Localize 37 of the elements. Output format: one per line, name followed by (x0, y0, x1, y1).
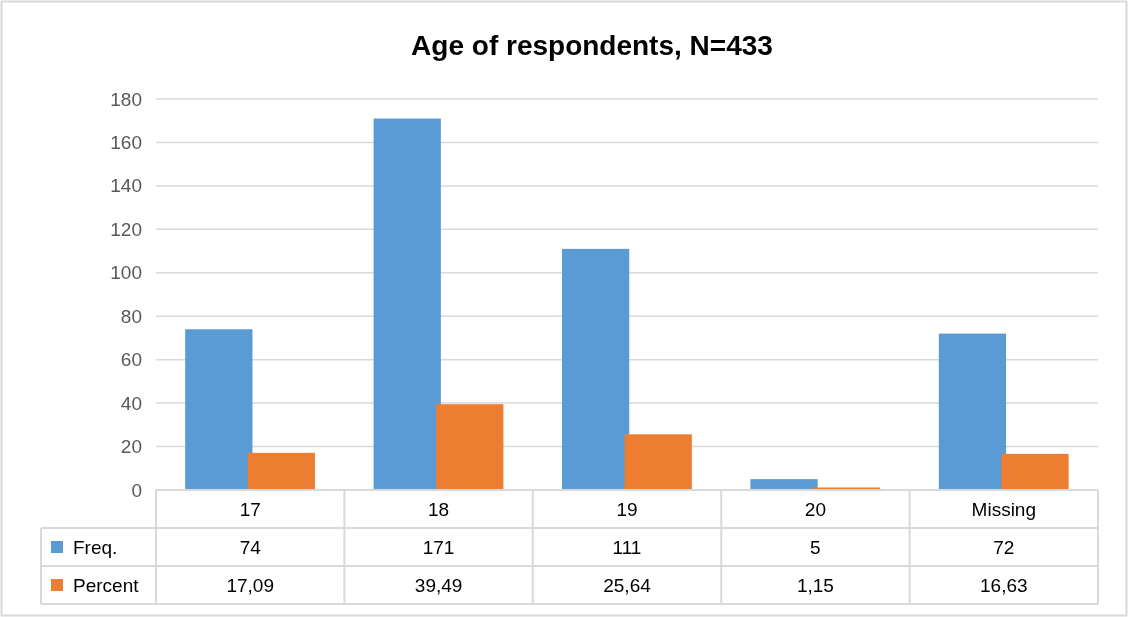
data-label: 39,49 (414, 575, 463, 596)
bar (624, 434, 692, 490)
data-label: 74 (239, 537, 262, 558)
chart-title: Age of respondents, N=433 (411, 30, 773, 61)
bar (436, 404, 504, 490)
bar (185, 329, 253, 490)
data-label: 111 (612, 537, 642, 558)
bar (1001, 453, 1069, 490)
bar (247, 452, 316, 490)
bar (750, 479, 818, 490)
x-tick-label: 20 (804, 499, 826, 520)
y-tick-label: 140 (110, 175, 142, 197)
y-tick-label: 20 (120, 436, 142, 458)
y-tick-label: 0 (131, 479, 142, 501)
x-tick-label: 18 (428, 499, 450, 520)
y-tick-label: 160 (110, 132, 142, 154)
data-label: 171 (422, 537, 455, 558)
data-label: 17,09 (226, 575, 274, 596)
y-tick-label: 60 (120, 349, 142, 371)
bar (562, 248, 630, 490)
data-label: 1,15 (796, 575, 834, 596)
y-tick-label: 100 (110, 262, 142, 284)
x-tick-label: 17 (239, 499, 261, 520)
data-label: 16,63 (980, 575, 1028, 596)
legend-label: Percent (73, 575, 140, 596)
y-tick-label: 40 (120, 392, 142, 414)
bar (373, 118, 441, 490)
y-tick-label: 120 (110, 218, 142, 240)
data-label: 72 (993, 537, 1015, 558)
data-label: 25,64 (603, 575, 652, 596)
y-tick-label: 80 (120, 305, 142, 327)
bar (938, 333, 1007, 490)
data-label: 5 (810, 537, 821, 558)
y-tick-label: 180 (110, 88, 142, 110)
x-tick-label: 19 (616, 499, 638, 520)
legend-label: Freq. (73, 537, 118, 558)
x-tick-label: Missing (971, 499, 1036, 520)
